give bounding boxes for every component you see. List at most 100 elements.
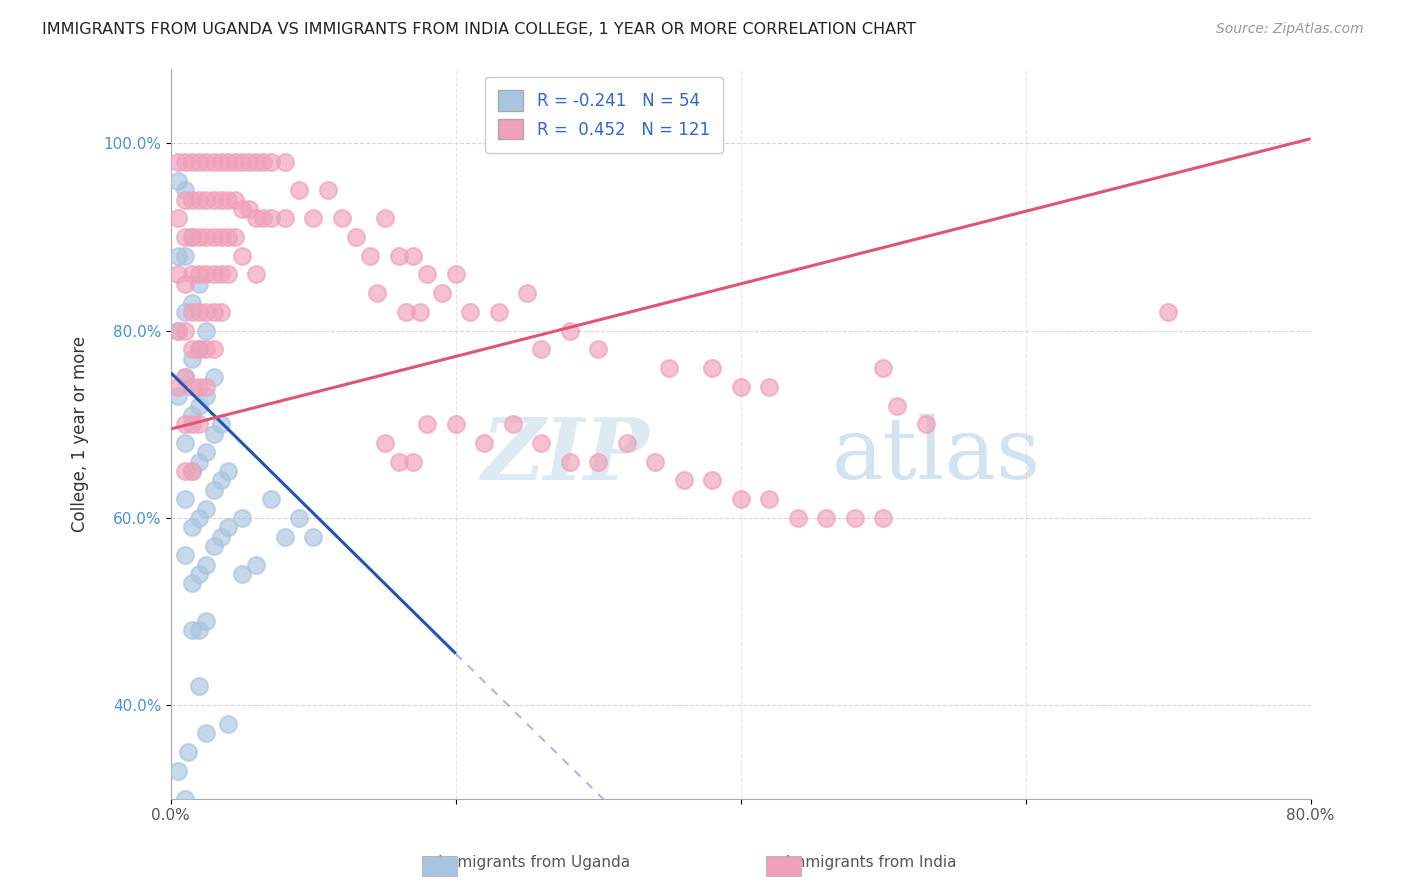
Point (586, 343, 609, 357)
Point (231, 249, 253, 263)
Point (202, 305, 225, 319)
Point (174, 549, 197, 563)
Point (288, 183, 311, 197)
Point (252, 155, 274, 169)
Point (730, 492, 752, 507)
Point (231, 202, 253, 216)
Point (245, 155, 267, 169)
Point (444, 417, 467, 432)
Point (188, 380, 211, 394)
Point (181, 295, 204, 310)
Point (416, 417, 439, 432)
Point (586, 455, 609, 469)
Point (217, 717, 239, 731)
Point (302, 211, 325, 226)
Point (224, 230, 246, 244)
Point (815, 511, 838, 525)
Point (872, 511, 894, 525)
Point (488, 305, 510, 319)
Point (181, 193, 204, 207)
Point (195, 305, 218, 319)
Point (181, 343, 204, 357)
Text: IMMIGRANTS FROM UGANDA VS IMMIGRANTS FROM INDIA COLLEGE, 1 YEAR OR MORE CORRELAT: IMMIGRANTS FROM UGANDA VS IMMIGRANTS FRO… (42, 22, 917, 37)
Point (174, 492, 197, 507)
Point (188, 193, 211, 207)
Point (188, 277, 211, 291)
Y-axis label: College, 1 year or more: College, 1 year or more (72, 335, 89, 532)
Point (644, 455, 666, 469)
Point (658, 361, 681, 376)
Point (388, 455, 411, 469)
Point (344, 230, 367, 244)
Point (224, 155, 246, 169)
Point (181, 408, 204, 422)
Point (181, 520, 204, 534)
Point (167, 268, 190, 282)
Point (530, 343, 553, 357)
Text: atlas: atlas (832, 414, 1040, 497)
Point (274, 530, 297, 544)
Point (259, 492, 281, 507)
Point (388, 249, 411, 263)
Point (238, 155, 260, 169)
Point (202, 539, 225, 553)
Point (502, 417, 524, 432)
Point (231, 567, 253, 582)
Point (195, 155, 218, 169)
Point (259, 211, 281, 226)
Point (702, 474, 724, 488)
Point (188, 155, 211, 169)
Point (274, 155, 297, 169)
Point (195, 268, 218, 282)
Point (616, 436, 638, 450)
Point (202, 343, 225, 357)
Point (174, 370, 197, 384)
Point (402, 249, 425, 263)
Point (374, 436, 396, 450)
Point (374, 211, 396, 226)
Point (181, 464, 204, 478)
Point (195, 230, 218, 244)
Point (202, 155, 225, 169)
Point (209, 417, 232, 432)
Point (188, 343, 211, 357)
Point (330, 211, 353, 226)
Point (209, 305, 232, 319)
Point (672, 474, 695, 488)
Text: Immigrants from India: Immigrants from India (786, 855, 957, 870)
Point (202, 370, 225, 384)
Point (195, 193, 218, 207)
Point (181, 155, 204, 169)
Point (202, 230, 225, 244)
Point (167, 174, 190, 188)
Point (231, 511, 253, 525)
Point (231, 155, 253, 169)
Legend: R = -0.241   N = 54, R =  0.452   N = 121: R = -0.241 N = 54, R = 0.452 N = 121 (485, 77, 723, 153)
Point (217, 520, 239, 534)
Point (245, 558, 267, 572)
Point (181, 464, 204, 478)
Point (195, 380, 218, 394)
Point (167, 324, 190, 338)
Point (174, 464, 197, 478)
Point (181, 268, 204, 282)
Point (530, 436, 553, 450)
Point (217, 230, 239, 244)
Point (288, 511, 311, 525)
Point (174, 183, 197, 197)
Point (174, 249, 197, 263)
Point (472, 436, 495, 450)
Point (188, 680, 211, 694)
Point (181, 305, 204, 319)
Point (1157, 305, 1180, 319)
Point (209, 193, 232, 207)
Point (167, 249, 190, 263)
Point (195, 324, 218, 338)
Point (217, 155, 239, 169)
Point (195, 614, 218, 628)
Point (217, 268, 239, 282)
Point (209, 530, 232, 544)
Point (217, 193, 239, 207)
Point (786, 511, 808, 525)
Point (202, 483, 225, 497)
